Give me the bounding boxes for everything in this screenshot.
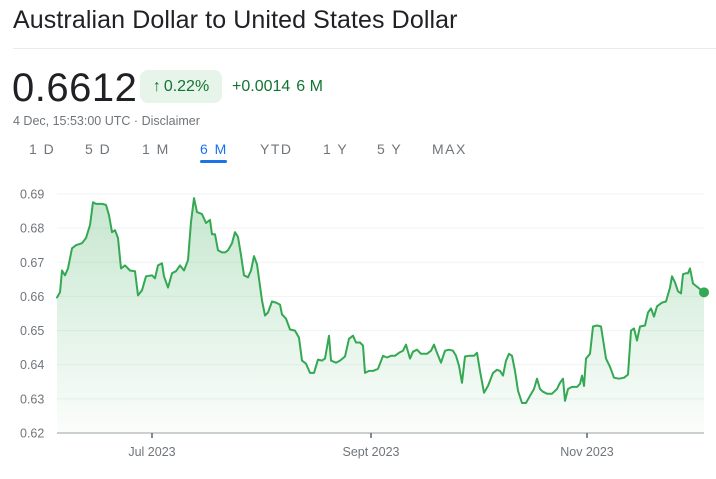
header-divider bbox=[13, 48, 716, 49]
change-period: 6 M bbox=[296, 78, 323, 95]
tab-ytd[interactable]: YTD bbox=[260, 141, 293, 157]
price-chart[interactable]: 0.62 0.63 0.64 0.65 0.66 0.67 0.68 0.69 Jul 202… bbox=[0, 175, 716, 479]
y-tick-label: 0.66 bbox=[20, 290, 44, 304]
tab-6m[interactable]: 6 M bbox=[200, 141, 228, 163]
y-tick-label: 0.69 bbox=[20, 188, 44, 202]
change-percent: 0.22% bbox=[163, 77, 210, 95]
y-axis-labels: 0.62 0.63 0.64 0.65 0.66 0.67 0.68 0.69 bbox=[20, 188, 44, 441]
tab-1m[interactable]: 1 M bbox=[142, 141, 170, 157]
x-axis-ticks: Jul 2023 Sept 2023 Nov 2023 bbox=[128, 433, 614, 459]
y-tick-label: 0.63 bbox=[20, 392, 44, 406]
page-title: Australian Dollar to United States Dolla… bbox=[13, 6, 458, 34]
x-tick-label: Jul 2023 bbox=[128, 445, 175, 459]
change-absolute: +0.0014 6 M bbox=[232, 78, 323, 96]
y-tick-label: 0.67 bbox=[20, 256, 44, 270]
arrow-up-icon: ↑ bbox=[152, 77, 161, 95]
y-tick-label: 0.64 bbox=[20, 358, 44, 372]
current-value-marker bbox=[699, 287, 709, 298]
price-line bbox=[56, 197, 705, 404]
tab-5y[interactable]: 5 Y bbox=[377, 141, 403, 157]
y-tick-label: 0.65 bbox=[20, 324, 44, 338]
y-tick-label: 0.68 bbox=[20, 222, 44, 236]
x-tick-label: Sept 2023 bbox=[343, 445, 400, 459]
tab-1y[interactable]: 1 Y bbox=[323, 141, 349, 157]
timestamp: 4 Dec, 15:53:00 UTC bbox=[13, 114, 131, 128]
range-tabs: 1 D 5 D 1 M 6 M YTD 1 Y 5 Y MAX bbox=[0, 141, 480, 171]
change-value: +0.0014 bbox=[232, 78, 291, 95]
price-area-fill bbox=[57, 198, 704, 433]
tab-5d[interactable]: 5 D bbox=[85, 141, 112, 157]
tab-max[interactable]: MAX bbox=[432, 141, 467, 157]
separator: · bbox=[133, 114, 139, 128]
change-percent-badge: ↑ 0.22% bbox=[140, 70, 222, 103]
disclaimer-link[interactable]: Disclaimer bbox=[141, 114, 200, 128]
x-tick-label: Nov 2023 bbox=[560, 445, 614, 459]
tab-1d[interactable]: 1 D bbox=[29, 141, 56, 157]
y-tick-label: 0.62 bbox=[20, 427, 44, 441]
current-price: 0.6612 bbox=[12, 66, 138, 110]
timestamp-line: 4 Dec, 15:53:00 UTC · Disclaimer bbox=[13, 114, 200, 128]
